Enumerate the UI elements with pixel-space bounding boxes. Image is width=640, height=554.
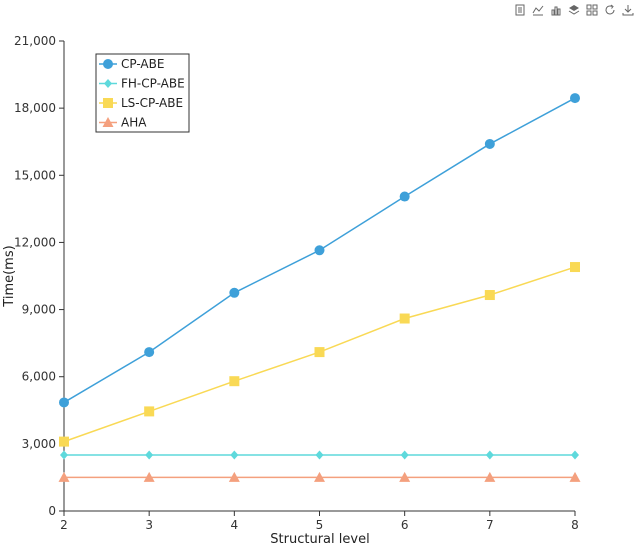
series-aha: [58, 471, 581, 482]
legend-label: AHA: [121, 116, 147, 130]
legend-item-cp-abe[interactable]: CP-ABE: [99, 57, 164, 71]
legend: CP-ABE FH-CP-ABE LS-CP-ABE AHA: [95, 53, 190, 133]
data-point[interactable]: [230, 450, 239, 460]
x-tick-label: 8: [571, 518, 579, 532]
data-point[interactable]: [60, 450, 68, 460]
data-point[interactable]: [315, 450, 324, 460]
y-tick-label: 0: [48, 504, 56, 518]
save-image-icon[interactable]: [622, 3, 634, 17]
data-point[interactable]: [400, 450, 409, 460]
restore-icon[interactable]: [604, 3, 616, 17]
legend-marker[interactable]: [102, 117, 114, 127]
x-tick-label: 2: [60, 518, 68, 532]
data-point[interactable]: [399, 191, 410, 202]
legend-label: CP-ABE: [121, 57, 164, 71]
data-view-icon[interactable]: [514, 3, 526, 17]
x-axis-title: Structural level: [270, 532, 369, 547]
data-point[interactable]: [484, 471, 496, 482]
tiled-icon[interactable]: [586, 3, 598, 17]
data-point[interactable]: [59, 436, 69, 447]
legend-item-ls-cp-abe[interactable]: LS-CP-ABE: [99, 96, 183, 110]
axes: 0 3,000 6,000 9,000 12,000 15,000 18,000 21,000…: [14, 34, 579, 532]
data-point[interactable]: [314, 245, 325, 256]
legend-marker[interactable]: [103, 59, 113, 69]
data-point[interactable]: [59, 397, 69, 408]
legend-marker[interactable]: [103, 98, 113, 108]
data-point[interactable]: [145, 450, 154, 460]
x-tick-label: 5: [316, 518, 324, 532]
series-layer: [58, 93, 581, 482]
x-tick-label: 3: [145, 518, 153, 532]
y-tick-label: 15,000: [14, 168, 56, 182]
data-point[interactable]: [570, 93, 580, 104]
legend-marker[interactable]: [104, 79, 112, 88]
data-point[interactable]: [228, 471, 240, 482]
legend-item-fh-cp-abe[interactable]: FH-CP-ABE: [99, 77, 185, 91]
y-tick-label: 18,000: [14, 101, 56, 115]
legend-item-aha[interactable]: AHA: [99, 116, 147, 130]
chart-toolbar: [514, 3, 634, 17]
data-point[interactable]: [399, 471, 411, 482]
data-point[interactable]: [569, 471, 581, 482]
bar-chart-icon[interactable]: [550, 3, 562, 17]
data-point[interactable]: [570, 262, 580, 273]
y-tick-label: 6,000: [22, 370, 56, 384]
data-point[interactable]: [144, 406, 155, 417]
stack-icon[interactable]: [568, 3, 580, 17]
data-point[interactable]: [485, 450, 494, 460]
data-point[interactable]: [484, 290, 495, 301]
legend-label: LS-CP-ABE: [121, 96, 183, 110]
series-ls-cp-abe: [59, 262, 580, 447]
x-tick-label: 4: [231, 518, 239, 532]
data-point[interactable]: [229, 287, 240, 298]
data-point[interactable]: [484, 138, 495, 149]
data-point[interactable]: [314, 347, 325, 358]
series-fh-cp-abe: [60, 450, 579, 460]
y-tick-label: 3,000: [22, 437, 56, 451]
y-tick-label: 21,000: [14, 34, 56, 48]
data-point[interactable]: [143, 471, 155, 482]
series-cp-abe: [59, 93, 580, 408]
y-tick-label: 12,000: [14, 235, 56, 249]
y-tick-label: 9,000: [22, 303, 56, 317]
y-axis-title: Time(ms): [2, 245, 17, 307]
legend-label: FH-CP-ABE: [121, 77, 185, 91]
data-point[interactable]: [314, 471, 325, 482]
data-point[interactable]: [144, 347, 155, 358]
line-chart-icon[interactable]: [532, 3, 544, 17]
x-tick-label: 6: [401, 518, 409, 532]
data-point[interactable]: [229, 376, 240, 387]
x-tick-label: 7: [486, 518, 494, 532]
data-point[interactable]: [58, 471, 70, 482]
data-point[interactable]: [399, 313, 410, 324]
data-point[interactable]: [571, 450, 579, 460]
